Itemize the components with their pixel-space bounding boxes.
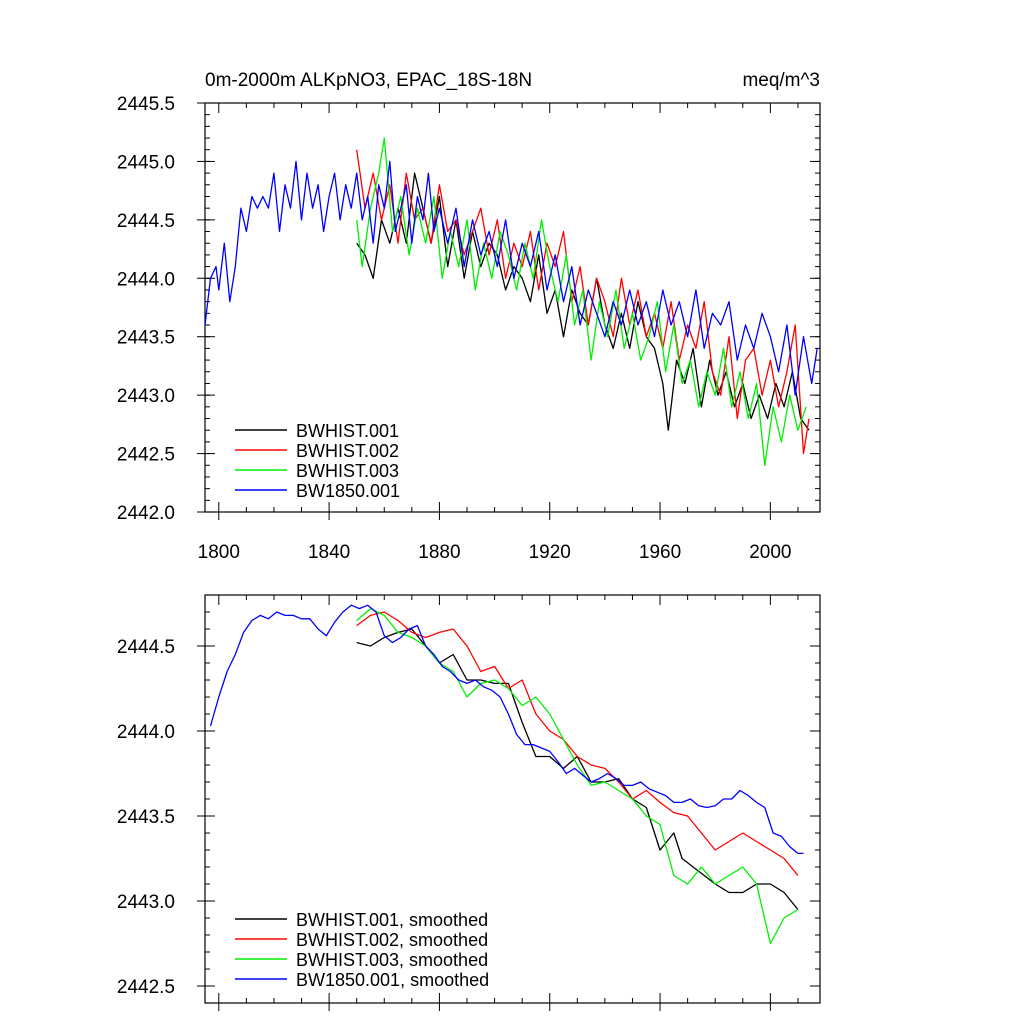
legend-label: BWHIST.001 bbox=[296, 421, 399, 441]
legend-label: BWHIST.002 bbox=[296, 441, 399, 461]
y-tick-label: 2443.0 bbox=[117, 892, 175, 913]
series-line bbox=[356, 137, 807, 466]
chart-bottom-panel: 2442.5 2443.0 2443.5 2444.0 2444.5 BWHIST.00… bbox=[117, 594, 821, 1011]
axis-ticks-bottom: 2442.5 2443.0 2443.5 2444.0 2444.5 bbox=[117, 594, 820, 1011]
legend-label: BWHIST.001, smoothed bbox=[296, 910, 488, 930]
legend-label: BW1850.001, smoothed bbox=[296, 970, 489, 990]
x-tick-label: 1840 bbox=[308, 542, 350, 563]
y-tick-label: 2444.5 bbox=[117, 637, 175, 658]
legend-label: BWHIST.002, smoothed bbox=[296, 930, 488, 950]
x-tick-label: 1880 bbox=[418, 542, 460, 563]
series-line bbox=[356, 149, 810, 455]
x-tick-label: 1920 bbox=[529, 542, 571, 563]
legend-label: BW1850.001 bbox=[296, 481, 400, 501]
y-tick-label: 2443.5 bbox=[117, 328, 175, 349]
series-line bbox=[356, 628, 799, 910]
y-tick-label: 2444.0 bbox=[117, 722, 175, 743]
series-group-top bbox=[204, 137, 818, 466]
series-line bbox=[356, 611, 799, 876]
y-tick-label: 2442.0 bbox=[117, 503, 175, 524]
x-tick-label: 1960 bbox=[639, 542, 681, 563]
chart-title: 0m-2000m ALKpNO3, EPAC_18S-18N bbox=[205, 70, 532, 91]
y-tick-label: 2445.0 bbox=[117, 152, 175, 173]
y-tick-label: 2443.5 bbox=[117, 807, 175, 828]
y-tick-label: 2442.5 bbox=[117, 977, 175, 998]
series-group-bottom bbox=[209, 604, 804, 945]
x-tick-label: 1800 bbox=[198, 542, 240, 563]
chart-top-panel: 0m-2000m ALKpNO3, EPAC_18S-18N meq/m^3 1… bbox=[117, 70, 821, 563]
y-tick-label: 2445.5 bbox=[117, 94, 175, 115]
y-tick-label: 2443.0 bbox=[117, 386, 175, 407]
plot-frame-top bbox=[204, 102, 821, 513]
chart-units: meq/m^3 bbox=[742, 70, 820, 91]
y-tick-label: 2444.5 bbox=[117, 211, 175, 232]
y-tick-label: 2444.0 bbox=[117, 269, 175, 290]
series-line bbox=[209, 604, 804, 855]
legend-label: BWHIST.003 bbox=[296, 461, 399, 481]
series-line bbox=[356, 607, 799, 945]
legend-label: BWHIST.003, smoothed bbox=[296, 950, 488, 970]
series-line bbox=[204, 160, 818, 396]
x-tick-label: 2000 bbox=[749, 542, 791, 563]
axis-ticks-top: 1800 1840 1880 1920 1960 2000 2442.0 2442.5 2443… bbox=[117, 94, 820, 563]
y-tick-label: 2442.5 bbox=[117, 445, 175, 466]
